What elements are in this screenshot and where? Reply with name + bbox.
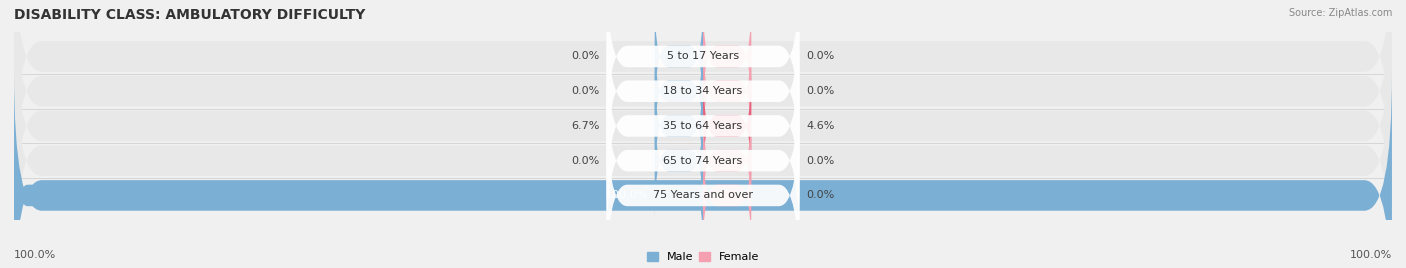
- FancyBboxPatch shape: [14, 0, 1392, 180]
- FancyBboxPatch shape: [703, 102, 751, 219]
- Text: 4.6%: 4.6%: [807, 121, 835, 131]
- FancyBboxPatch shape: [703, 0, 751, 115]
- FancyBboxPatch shape: [655, 0, 703, 115]
- Text: Source: ZipAtlas.com: Source: ZipAtlas.com: [1288, 8, 1392, 18]
- Text: 100.0%: 100.0%: [14, 250, 56, 260]
- Text: 18 to 34 Years: 18 to 34 Years: [664, 86, 742, 96]
- FancyBboxPatch shape: [14, 2, 1392, 250]
- Text: 5 to 17 Years: 5 to 17 Years: [666, 51, 740, 61]
- Text: 0.0%: 0.0%: [807, 51, 835, 61]
- FancyBboxPatch shape: [655, 32, 703, 150]
- FancyBboxPatch shape: [655, 102, 703, 219]
- Text: 35 to 64 Years: 35 to 64 Years: [664, 121, 742, 131]
- FancyBboxPatch shape: [606, 0, 800, 185]
- FancyBboxPatch shape: [14, 72, 1392, 268]
- FancyBboxPatch shape: [606, 32, 800, 219]
- Text: 100.0%: 100.0%: [1350, 250, 1392, 260]
- FancyBboxPatch shape: [14, 37, 1392, 268]
- Text: 0.0%: 0.0%: [807, 191, 835, 200]
- Text: 75 Years and over: 75 Years and over: [652, 191, 754, 200]
- Text: 0.0%: 0.0%: [571, 86, 599, 96]
- FancyBboxPatch shape: [14, 0, 1392, 215]
- Text: 65 to 74 Years: 65 to 74 Years: [664, 156, 742, 166]
- Text: 100.0%: 100.0%: [606, 191, 648, 200]
- Text: 6.7%: 6.7%: [571, 121, 599, 131]
- Text: 0.0%: 0.0%: [571, 156, 599, 166]
- FancyBboxPatch shape: [606, 67, 800, 254]
- Text: 0.0%: 0.0%: [571, 51, 599, 61]
- FancyBboxPatch shape: [14, 137, 703, 254]
- FancyBboxPatch shape: [606, 0, 800, 150]
- FancyBboxPatch shape: [703, 32, 751, 150]
- Text: 0.0%: 0.0%: [807, 86, 835, 96]
- Legend: Male, Female: Male, Female: [647, 252, 759, 262]
- FancyBboxPatch shape: [606, 102, 800, 268]
- FancyBboxPatch shape: [703, 67, 751, 185]
- Text: 0.0%: 0.0%: [807, 156, 835, 166]
- FancyBboxPatch shape: [703, 137, 751, 254]
- FancyBboxPatch shape: [655, 67, 703, 185]
- Text: DISABILITY CLASS: AMBULATORY DIFFICULTY: DISABILITY CLASS: AMBULATORY DIFFICULTY: [14, 8, 366, 22]
